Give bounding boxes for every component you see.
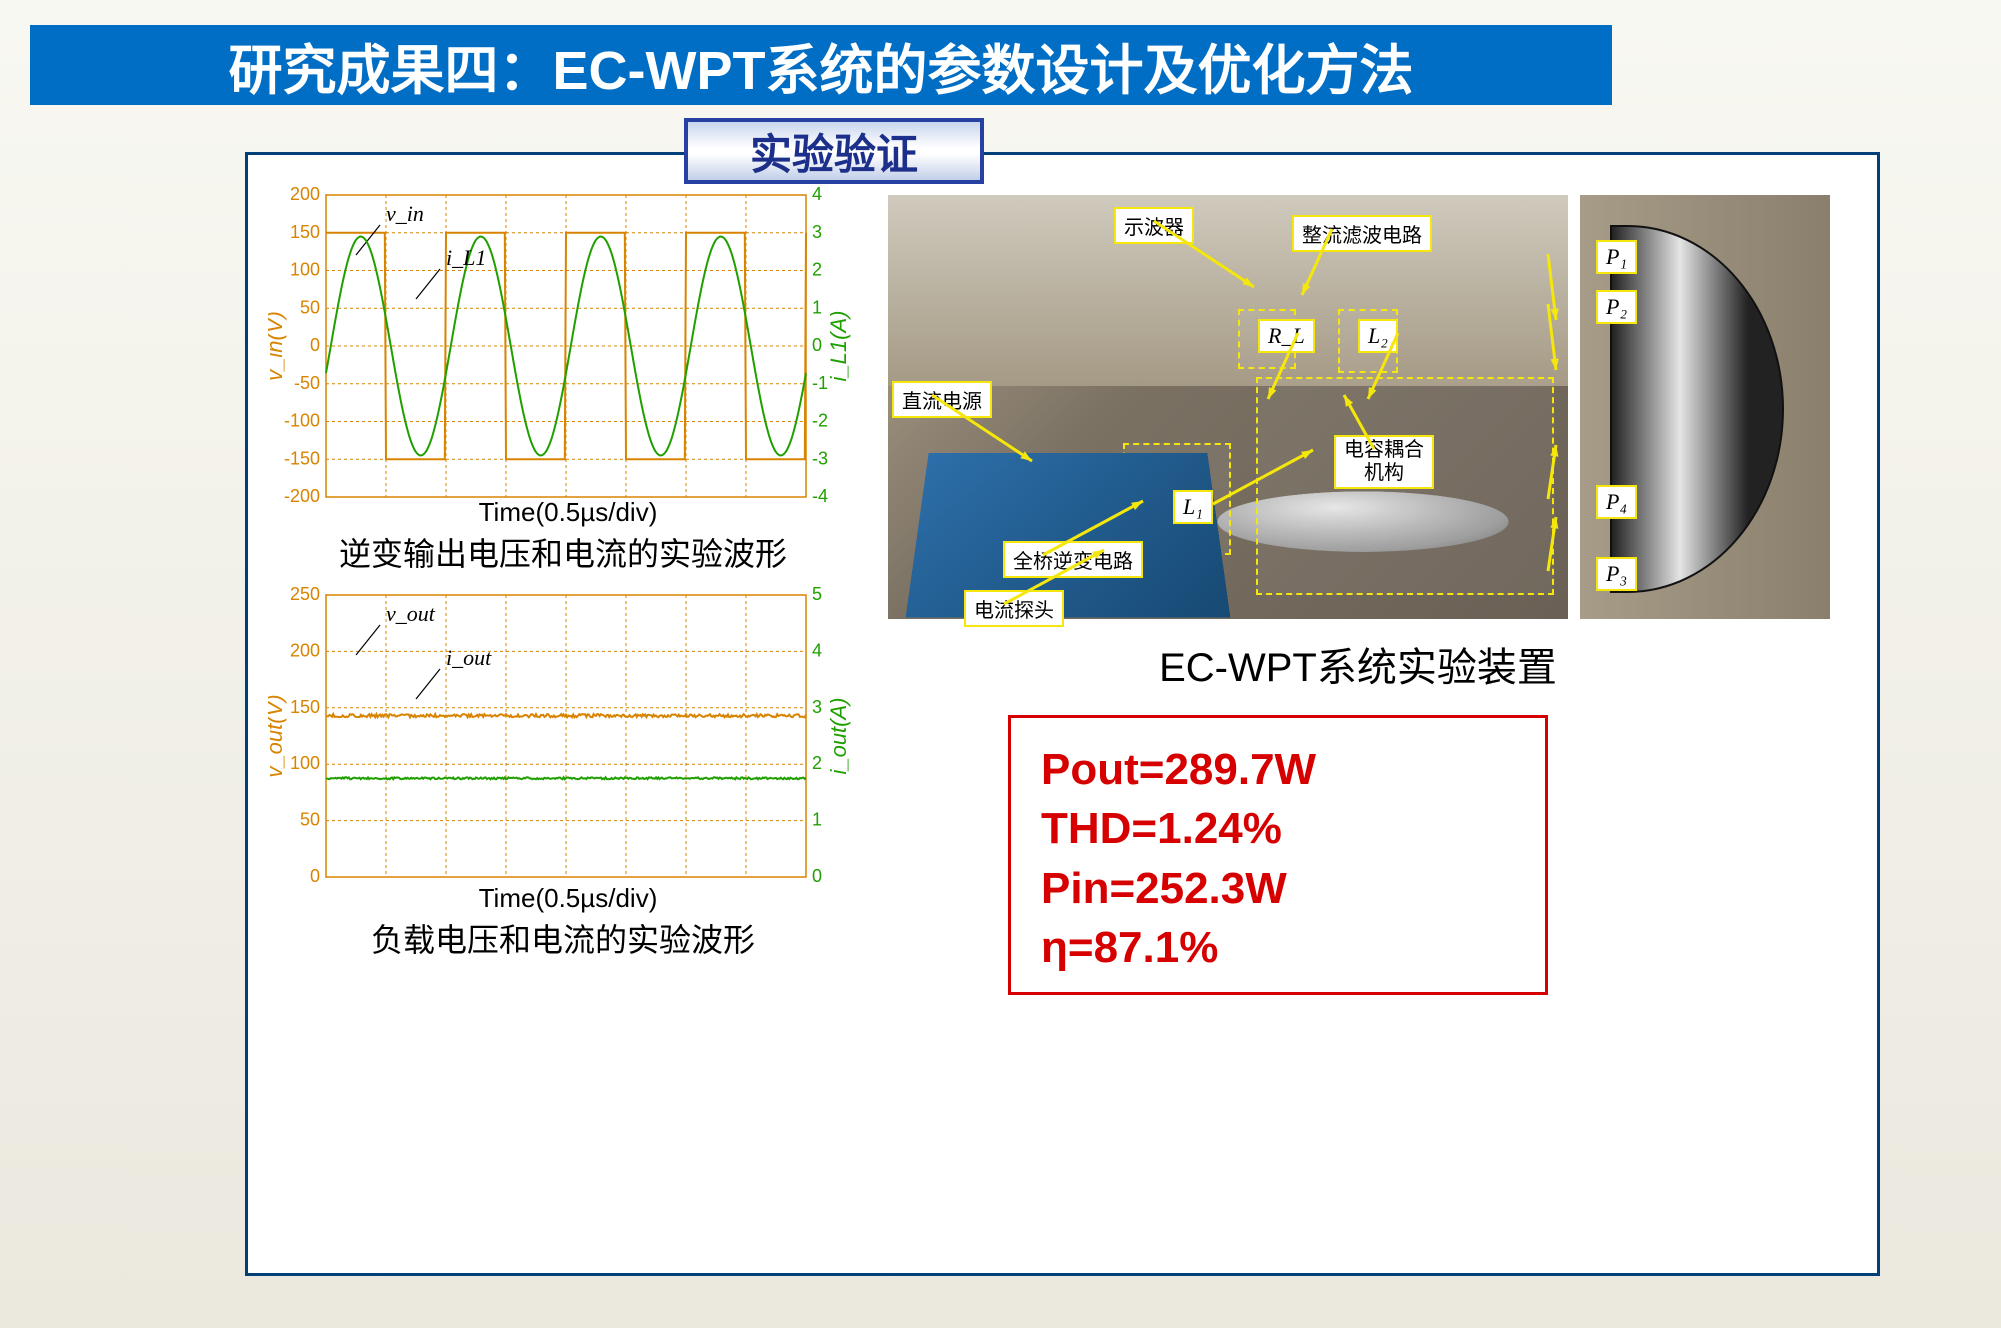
svg-text:v_out(V): v_out(V) bbox=[268, 694, 287, 777]
svg-text:100: 100 bbox=[290, 753, 320, 773]
svg-text:-100: -100 bbox=[284, 411, 320, 431]
svg-text:4: 4 bbox=[812, 185, 822, 204]
svg-text:200: 200 bbox=[290, 640, 320, 660]
photo-label-l2: L₂ bbox=[1358, 319, 1398, 353]
photo-caption: EC-WPT系统实验装置 bbox=[948, 635, 1768, 693]
svg-text:150: 150 bbox=[290, 697, 320, 717]
chart2-xlabel: Time(0.5µs/div) bbox=[328, 883, 808, 914]
svg-text:i_L1(A): i_L1(A) bbox=[826, 311, 851, 382]
svg-text:v_out: v_out bbox=[386, 601, 436, 626]
svg-text:100: 100 bbox=[290, 260, 320, 280]
photo-label-rl: R_L bbox=[1258, 319, 1315, 353]
svg-text:1: 1 bbox=[812, 297, 822, 317]
result-pout: Pout=289.7W bbox=[1041, 740, 1515, 799]
svg-text:-3: -3 bbox=[812, 448, 828, 468]
chart1-title: 逆变输出电压和电流的实验波形 bbox=[268, 529, 858, 575]
svg-text:50: 50 bbox=[300, 810, 320, 830]
svg-text:0: 0 bbox=[310, 335, 320, 355]
chart-load-waveform: 0 50 100 150 200 250 0 1 2 3 4 5 v_out(V) i_out(A) v_o… bbox=[268, 585, 858, 895]
svg-text:-150: -150 bbox=[284, 448, 320, 468]
photo-label-probe: 电流探头 bbox=[964, 590, 1064, 627]
svg-text:2: 2 bbox=[812, 753, 822, 773]
photo-label-p1: P₁ bbox=[1596, 240, 1637, 274]
chart2-title: 负载电压和电流的实验波形 bbox=[268, 915, 858, 961]
chart1-xlabel: Time(0.5µs/div) bbox=[328, 497, 808, 528]
svg-text:4: 4 bbox=[812, 640, 822, 660]
photo-label-p2: P₂ bbox=[1596, 290, 1637, 324]
photo-label-scope: 示波器 bbox=[1114, 207, 1194, 244]
svg-text:i_out: i_out bbox=[446, 645, 492, 670]
svg-text:0: 0 bbox=[310, 866, 320, 886]
svg-text:1: 1 bbox=[812, 810, 822, 830]
svg-text:3: 3 bbox=[812, 222, 822, 242]
photo-label-p4: P₄ bbox=[1596, 485, 1637, 519]
results-box: Pout=289.7W THD=1.24% Pin=252.3W η=87.1% bbox=[1008, 715, 1548, 995]
result-eff: η=87.1% bbox=[1041, 918, 1515, 977]
result-pin: Pin=252.3W bbox=[1041, 859, 1515, 918]
svg-text:200: 200 bbox=[290, 185, 320, 204]
svg-text:i_out(A): i_out(A) bbox=[826, 697, 851, 774]
svg-text:i_L1: i_L1 bbox=[446, 245, 486, 270]
page-title: 研究成果四：EC-WPT系统的参数设计及优化方法 bbox=[30, 25, 1612, 105]
photo-label-rect: 整流滤波电路 bbox=[1292, 215, 1432, 252]
svg-text:v_in: v_in bbox=[386, 201, 424, 226]
photo-label-p3: P₃ bbox=[1596, 557, 1637, 591]
experiment-photo: 示波器整流滤波电路直流电源R_LL₂L₁全桥逆变电路电流探头电容耦合机构P₁P₂… bbox=[888, 195, 1830, 619]
svg-text:3: 3 bbox=[812, 697, 822, 717]
svg-text:-200: -200 bbox=[284, 486, 320, 506]
svg-text:5: 5 bbox=[812, 585, 822, 604]
svg-text:-2: -2 bbox=[812, 411, 828, 431]
section-badge: 实验验证 bbox=[684, 118, 984, 184]
svg-text:250: 250 bbox=[290, 585, 320, 604]
result-thd: THD=1.24% bbox=[1041, 799, 1515, 858]
photo-label-bridge: 全桥逆变电路 bbox=[1003, 541, 1143, 578]
bridge-box bbox=[998, 453, 1116, 539]
svg-text:-4: -4 bbox=[812, 486, 828, 506]
svg-text:50: 50 bbox=[300, 297, 320, 317]
svg-text:-50: -50 bbox=[294, 373, 320, 393]
svg-text:0: 0 bbox=[812, 335, 822, 355]
svg-text:v_in(V): v_in(V) bbox=[268, 311, 287, 381]
photo-label-dc: 直流电源 bbox=[892, 381, 992, 418]
content-frame: -200-150-100-50050100150200-4-3-2-101234… bbox=[245, 152, 1880, 1276]
photo-label-coupler: 电容耦合机构 bbox=[1334, 435, 1434, 489]
svg-text:0: 0 bbox=[812, 866, 822, 886]
svg-text:150: 150 bbox=[290, 222, 320, 242]
svg-text:2: 2 bbox=[812, 260, 822, 280]
chart-inverter-waveform: -200-150-100-50050100150200-4-3-2-101234… bbox=[268, 185, 858, 515]
photo-label-l1: L₁ bbox=[1173, 490, 1213, 524]
